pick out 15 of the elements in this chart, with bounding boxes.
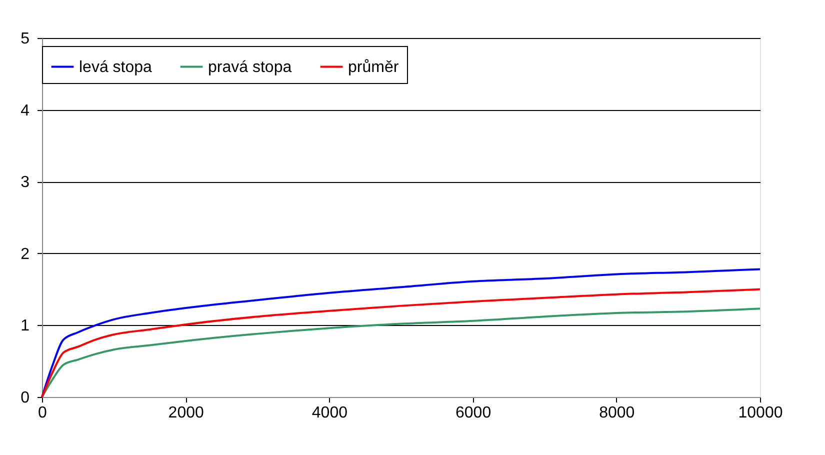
x-tick-label: 2000 — [168, 404, 204, 422]
x-tick-label: 4000 — [312, 404, 348, 422]
x-tick-label: 0 — [38, 404, 48, 422]
y-tick-label: 5 — [20, 30, 30, 48]
x-tick-label: 6000 — [456, 404, 492, 422]
x-tick-label: 8000 — [599, 404, 635, 422]
y-tick-label: 3 — [20, 174, 30, 192]
legend-label: průměr — [348, 58, 400, 76]
legend-label: levá stopa — [79, 58, 152, 76]
y-tick-label: 4 — [20, 102, 30, 120]
y-tick-label: 1 — [20, 318, 30, 335]
y-tick-label: 2 — [20, 246, 30, 263]
y-tick-label: 0 — [20, 390, 30, 406]
x-tick-label: 10000 — [738, 404, 783, 422]
legend-label: pravá stopa — [208, 58, 292, 76]
